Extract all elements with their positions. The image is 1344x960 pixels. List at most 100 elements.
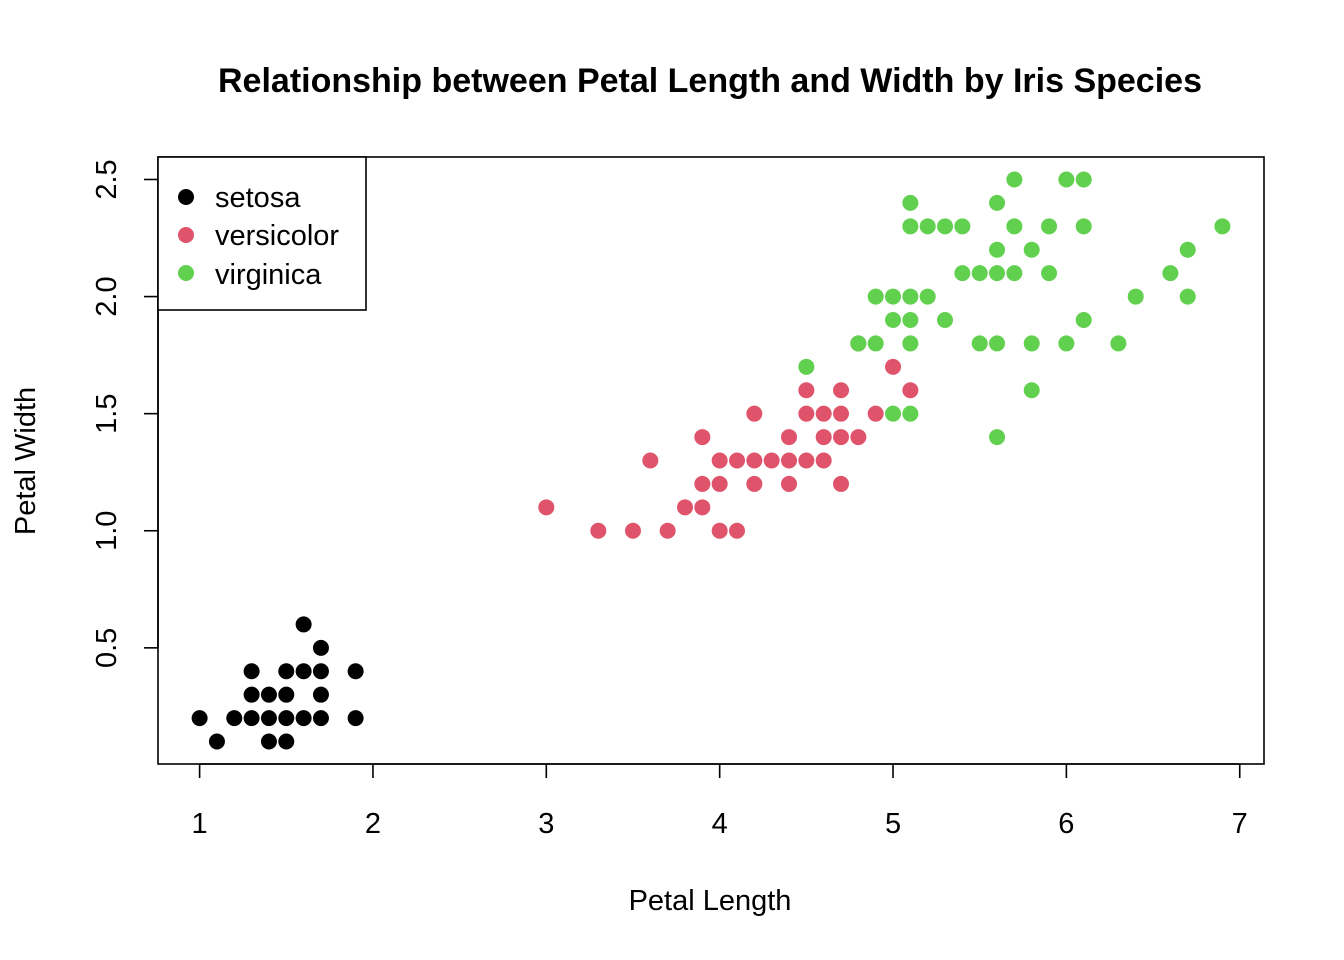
data-point-versicolor [746, 475, 763, 492]
data-point-versicolor [815, 452, 832, 469]
data-point-setosa [260, 686, 277, 703]
data-point-virginica [937, 218, 954, 235]
data-points [191, 171, 1231, 750]
data-point-virginica [885, 288, 902, 305]
data-point-versicolor [624, 522, 641, 539]
data-point-versicolor [815, 429, 832, 446]
data-point-setosa [208, 733, 225, 750]
data-point-versicolor [798, 452, 815, 469]
data-point-setosa [243, 663, 260, 680]
x-axis: 1 2 3 4 5 6 7 [192, 763, 1248, 840]
y-tick-label: 1.0 [91, 511, 123, 551]
y-tick-label: 2.5 [91, 159, 123, 199]
data-point-virginica [902, 194, 919, 211]
data-point-virginica [902, 288, 919, 305]
data-point-versicolor [781, 452, 798, 469]
y-tick-label: 1.5 [91, 393, 123, 433]
data-point-versicolor [694, 499, 711, 516]
data-point-versicolor [781, 429, 798, 446]
data-point-virginica [989, 194, 1006, 211]
data-point-virginica [1179, 288, 1196, 305]
x-tick-label: 7 [1232, 808, 1248, 840]
data-point-versicolor [642, 452, 659, 469]
data-point-setosa [312, 639, 329, 656]
x-axis-label: Petal Length [629, 885, 792, 917]
data-point-virginica [1023, 335, 1040, 352]
data-point-virginica [919, 218, 936, 235]
data-point-versicolor [746, 452, 763, 469]
data-point-virginica [1179, 241, 1196, 258]
legend-marker-versicolor [178, 227, 194, 243]
data-point-setosa [312, 686, 329, 703]
data-point-virginica [937, 311, 954, 328]
data-point-virginica [989, 265, 1006, 282]
data-point-versicolor [833, 405, 850, 422]
x-tick-label: 5 [885, 808, 901, 840]
data-point-virginica [1006, 218, 1023, 235]
data-point-virginica [1162, 265, 1179, 282]
data-point-setosa [312, 710, 329, 727]
data-point-virginica [1075, 311, 1092, 328]
data-point-versicolor [850, 429, 867, 446]
data-point-versicolor [694, 475, 711, 492]
data-point-setosa [278, 686, 295, 703]
x-tick-label: 4 [712, 808, 728, 840]
data-point-setosa [278, 710, 295, 727]
data-point-versicolor [659, 522, 676, 539]
data-point-setosa [347, 710, 364, 727]
x-tick-label: 3 [538, 808, 554, 840]
data-point-virginica [1041, 265, 1058, 282]
x-tick-label: 6 [1058, 808, 1074, 840]
data-point-virginica [1058, 171, 1075, 188]
data-point-virginica [1110, 335, 1127, 352]
data-point-versicolor [694, 429, 711, 446]
data-point-setosa [243, 686, 260, 703]
data-point-virginica [885, 405, 902, 422]
data-point-setosa [312, 663, 329, 680]
data-point-versicolor [711, 475, 728, 492]
data-point-virginica [867, 335, 884, 352]
data-point-virginica [954, 218, 971, 235]
legend-label-setosa: setosa [215, 182, 301, 214]
data-point-virginica [1075, 171, 1092, 188]
data-point-versicolor [798, 382, 815, 399]
x-tick-label: 2 [365, 808, 381, 840]
legend-marker-virginica [178, 265, 194, 281]
data-point-virginica [1041, 218, 1058, 235]
data-point-setosa [295, 710, 312, 727]
data-point-setosa [295, 616, 312, 633]
data-point-virginica [1023, 382, 1040, 399]
data-point-virginica [1127, 288, 1144, 305]
data-point-setosa [260, 733, 277, 750]
legend-label-versicolor: versicolor [215, 220, 339, 252]
data-point-virginica [902, 311, 919, 328]
data-point-versicolor [885, 358, 902, 375]
data-point-virginica [989, 429, 1006, 446]
data-point-virginica [1058, 335, 1075, 352]
data-point-setosa [347, 663, 364, 680]
data-point-versicolor [538, 499, 555, 516]
data-point-virginica [850, 335, 867, 352]
data-point-versicolor [711, 522, 728, 539]
data-point-virginica [902, 405, 919, 422]
data-point-setosa [278, 663, 295, 680]
data-point-versicolor [729, 522, 746, 539]
data-point-virginica [989, 241, 1006, 258]
data-point-virginica [989, 335, 1006, 352]
legend: setosa versicolor virginica [157, 156, 367, 311]
data-point-setosa [260, 710, 277, 727]
data-point-virginica [1006, 171, 1023, 188]
data-point-virginica [1075, 218, 1092, 235]
data-point-versicolor [590, 522, 607, 539]
data-point-virginica [1006, 265, 1023, 282]
y-tick-label: 2.0 [91, 276, 123, 316]
y-axis-label: Petal Width [10, 387, 42, 535]
data-point-virginica [798, 358, 815, 375]
data-point-versicolor [676, 499, 693, 516]
data-point-setosa [278, 733, 295, 750]
data-point-virginica [971, 265, 988, 282]
data-point-virginica [1023, 241, 1040, 258]
legend-label-virginica: virginica [215, 259, 322, 291]
x-tick-label: 1 [192, 808, 208, 840]
